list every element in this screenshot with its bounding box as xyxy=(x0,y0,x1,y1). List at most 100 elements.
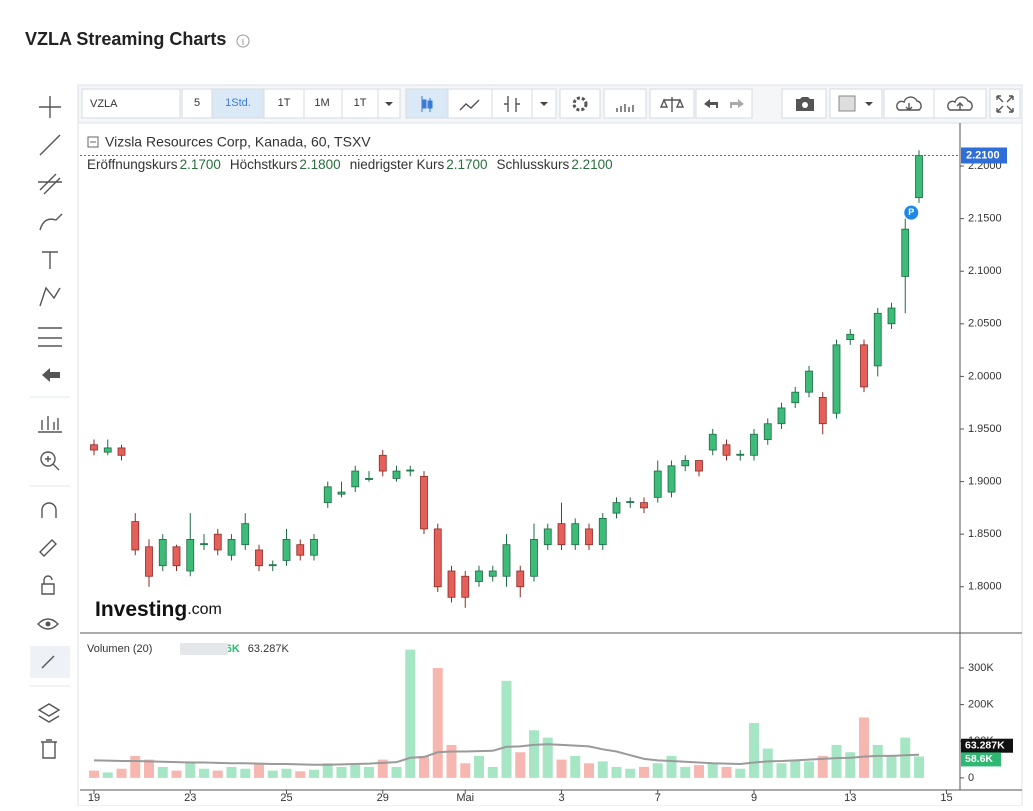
drawing-tools xyxy=(30,96,70,759)
volume-bar xyxy=(267,770,278,778)
zoom-tool[interactable] xyxy=(40,451,56,467)
volume-bar xyxy=(116,768,127,778)
ohlc-value: 2.1700 xyxy=(180,157,221,172)
candle-body xyxy=(255,549,263,567)
settings-btn[interactable] xyxy=(559,88,601,119)
volume-bar xyxy=(199,768,209,778)
volume-bar xyxy=(89,770,99,778)
link-tool-bg[interactable] xyxy=(30,646,70,678)
fullscreen-btn[interactable] xyxy=(989,88,1021,119)
y-tick-label: 1.9500 xyxy=(968,423,1002,435)
symbol: VZLA xyxy=(90,98,118,110)
indicator-btn[interactable] xyxy=(603,88,647,119)
volume-bar xyxy=(611,766,622,778)
candle-body xyxy=(571,523,580,546)
candle-body xyxy=(667,465,676,493)
interval-btn[interactable] xyxy=(303,88,343,119)
x-tick-label: 19 xyxy=(88,792,100,804)
x-tick-label: 3 xyxy=(558,792,564,804)
candle-body xyxy=(282,539,291,561)
collapse-icon[interactable] xyxy=(87,136,99,148)
measure-tool[interactable] xyxy=(38,327,62,347)
ohlc-legend: Eröffnungskurs 2.1700 Höchstkurs 2.1800 nied… xyxy=(87,157,613,172)
pattern-tool[interactable] xyxy=(39,286,61,307)
ohlc-value: 2.2100 xyxy=(571,157,612,172)
scale-icon xyxy=(659,97,685,112)
zoom-tool-part xyxy=(45,456,60,471)
candle-type-btn[interactable] xyxy=(405,88,449,119)
volume-bar xyxy=(130,755,141,778)
volume-bar xyxy=(212,770,223,778)
trendline-tool[interactable] xyxy=(39,134,61,156)
candle-body xyxy=(365,478,373,480)
volume-bar xyxy=(529,730,539,778)
candle-body xyxy=(585,528,593,546)
volume-bar xyxy=(817,755,828,778)
color-swatch xyxy=(838,95,856,112)
ohlc-value: 2.1700 xyxy=(446,157,487,172)
page-title: VZLA Streaming Charts xyxy=(25,29,226,49)
volume-tag-label: 58.6K xyxy=(965,753,993,765)
volume-bar xyxy=(295,771,306,778)
legend-controls[interactable] xyxy=(180,643,228,655)
volume-bar xyxy=(501,680,512,778)
volume-bar xyxy=(487,766,498,778)
line-btn[interactable] xyxy=(447,88,493,119)
y-tick-label: 2.0000 xyxy=(968,370,1002,382)
bar-type-btn[interactable] xyxy=(491,88,533,119)
volume-bar xyxy=(707,763,718,778)
magnet-tool[interactable] xyxy=(41,502,57,518)
candle-body xyxy=(598,517,607,546)
volume-tag xyxy=(961,752,1001,767)
brush-tool[interactable] xyxy=(39,213,63,231)
candle-body xyxy=(131,521,140,551)
candle-body xyxy=(90,444,98,451)
layers-tool[interactable] xyxy=(37,703,61,723)
color-btn[interactable] xyxy=(829,88,883,119)
candle-body xyxy=(915,155,923,198)
volume-bar xyxy=(391,766,402,778)
volume-bar xyxy=(845,752,856,778)
candle-body xyxy=(543,528,552,546)
symbol-box[interactable] xyxy=(81,88,181,119)
y-tick-label: 2.1000 xyxy=(968,265,1002,277)
lock-draw-tool[interactable] xyxy=(39,539,57,557)
volume-bar xyxy=(597,761,608,778)
volume-bar xyxy=(432,667,443,778)
crosshair-tool[interactable] xyxy=(39,96,61,118)
interval: 1Std. xyxy=(225,97,251,109)
candle-body xyxy=(653,470,662,498)
interval: 1M xyxy=(314,97,329,109)
candle-body xyxy=(805,370,813,393)
unlock-tool[interactable] xyxy=(41,575,55,595)
undo-redo[interactable] xyxy=(695,88,753,119)
back-tool[interactable] xyxy=(42,368,60,382)
fib-tool[interactable] xyxy=(38,173,62,195)
candle-body xyxy=(901,228,910,277)
bar-icon xyxy=(504,96,520,112)
candle-body xyxy=(323,486,332,504)
visibility-tool[interactable] xyxy=(37,618,59,630)
text-tool[interactable] xyxy=(42,251,58,269)
interval-btn[interactable] xyxy=(181,88,213,119)
y-tick-label: 2.1500 xyxy=(968,213,1002,225)
delete-tool[interactable] xyxy=(41,739,57,759)
candle-body xyxy=(475,570,483,582)
volume-bar xyxy=(254,763,264,778)
candle-body xyxy=(420,475,428,530)
indicator-icon xyxy=(616,104,634,112)
info-icon[interactable] xyxy=(236,34,250,48)
volume-bar xyxy=(625,768,636,778)
zoom-region-tool[interactable] xyxy=(38,416,62,433)
candle-body xyxy=(750,433,758,456)
watermark: Investing.com xyxy=(95,598,222,621)
volume-bar xyxy=(157,766,168,778)
candle-body xyxy=(447,570,456,598)
candle-body xyxy=(351,470,360,488)
interval-btn[interactable] xyxy=(341,88,379,119)
candle-body xyxy=(681,460,690,467)
volume-bar xyxy=(350,765,361,778)
candle-body xyxy=(392,470,401,479)
interval-btn-active[interactable] xyxy=(211,88,265,119)
volume-bar xyxy=(102,772,113,778)
